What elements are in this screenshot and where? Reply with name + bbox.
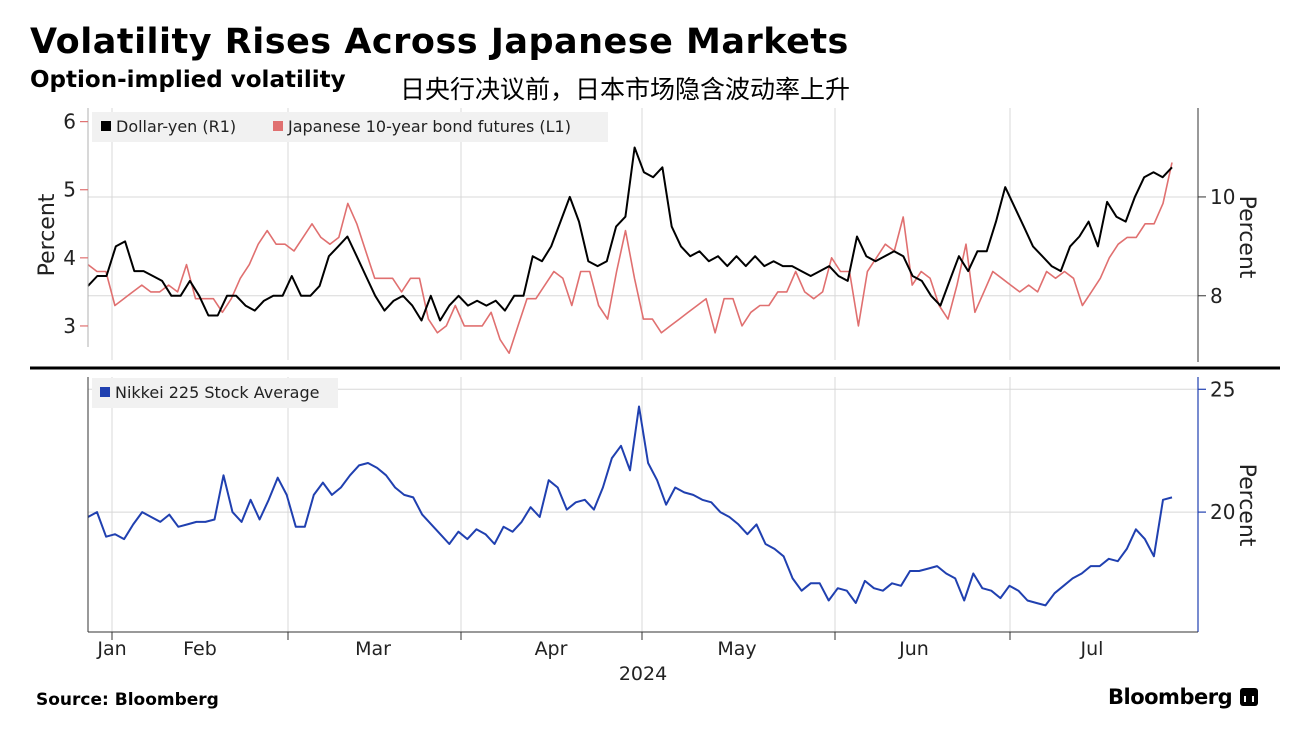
right-tick-label: 8	[1210, 284, 1223, 308]
left-tick-label: 3	[63, 314, 76, 338]
brand-wordmark: Bloomberg	[1108, 685, 1233, 709]
legend-bottom: Nikkei 225 Stock Average	[92, 378, 338, 408]
gridlines	[88, 108, 1198, 632]
left-tick-label: 5	[63, 178, 76, 202]
legend-swatch-nikkei	[100, 387, 110, 397]
x-tick-label-mar: Mar	[355, 638, 391, 660]
x-tick-label-apr: Apr	[535, 638, 568, 660]
legend-label-dollar-yen: Dollar-yen (R1)	[116, 117, 236, 136]
right-axis-title-bottom: Percent	[1234, 464, 1259, 547]
legend-label-jgb: Japanese 10-year bond futures (L1)	[287, 117, 571, 136]
legend-swatch-dollar-yen	[101, 121, 111, 131]
series-line-dollar-yen	[87, 146, 1173, 322]
series-line-jgb	[87, 162, 1173, 354]
chart-subtitle-chinese: 日央行决议前，日本市场隐含波动率上升	[400, 75, 851, 104]
chart-subtitle: Option-implied volatility	[30, 67, 346, 93]
x-tick-label-jun: Jun	[898, 638, 929, 660]
series-line-nikkei	[87, 405, 1173, 607]
x-tick-label-jul: Jul	[1080, 638, 1104, 660]
left-axis-title: Percent	[35, 193, 60, 276]
x-tick-label-may: May	[717, 638, 756, 660]
right-axis-title-top: Percent	[1234, 196, 1259, 279]
right-tick-label: 10	[1210, 185, 1235, 209]
chart-title: Volatility Rises Across Japanese Markets	[30, 22, 849, 62]
right-tick-label: 20	[1210, 500, 1235, 524]
source-note: Source: Bloomberg	[36, 690, 219, 710]
legend-label-nikkei: Nikkei 225 Stock Average	[115, 383, 319, 402]
left-tick-label: 6	[63, 110, 76, 134]
x-tick-label-feb: Feb	[183, 638, 217, 660]
left-tick-label: 4	[63, 246, 76, 270]
bloomberg-terminal-icon	[1240, 688, 1259, 706]
brand-logo: Bloomberg	[1108, 685, 1259, 709]
x-axis-year-label: 2024	[619, 663, 667, 685]
legend-swatch-jgb	[273, 121, 283, 131]
axis-ticks: Jan Feb Mar Apr May Jun Jul 3 4 5 6 8 10 20 25	[63, 110, 1235, 660]
right-tick-label: 25	[1210, 377, 1235, 401]
legend-top: Dollar-yen (R1) Japanese 10-year bond fu…	[92, 112, 608, 142]
x-tick-label-jan: Jan	[96, 638, 126, 660]
